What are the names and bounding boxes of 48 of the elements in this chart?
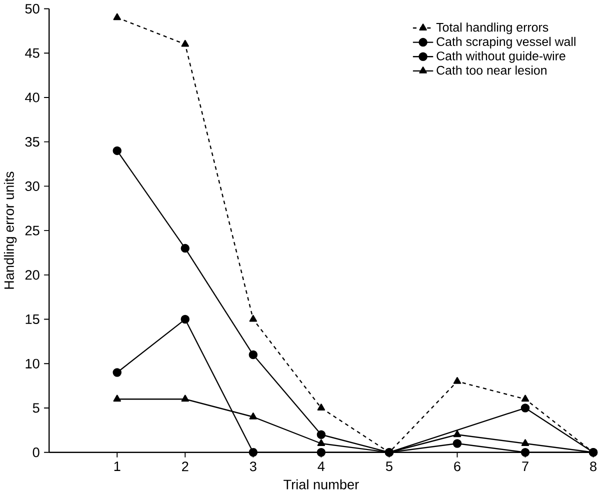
x-tick-label: 8 bbox=[590, 461, 596, 472]
y-tick-label: 15 bbox=[26, 314, 40, 324]
y-axis-title: Handling error units bbox=[4, 172, 17, 289]
point bbox=[181, 394, 190, 402]
x-tick-label: 2 bbox=[182, 461, 188, 471]
y-tick-label: 25 bbox=[25, 226, 40, 236]
point bbox=[113, 13, 122, 20]
point bbox=[317, 403, 326, 410]
legend-label: Cath too near lesion bbox=[436, 65, 546, 75]
y-tick-label: 20 bbox=[25, 270, 40, 280]
point bbox=[113, 394, 122, 402]
y-tick-label: 35 bbox=[25, 136, 40, 147]
point bbox=[521, 394, 530, 402]
point bbox=[248, 448, 258, 457]
point bbox=[453, 430, 462, 437]
point bbox=[180, 244, 190, 253]
legend-label: Total handling errors bbox=[436, 22, 548, 34]
point bbox=[112, 146, 122, 155]
x-tick-label: 3 bbox=[250, 461, 256, 472]
y-tick-label: 0 bbox=[32, 447, 40, 458]
x-tick-label: 6 bbox=[454, 461, 460, 472]
x-tick-label: 4 bbox=[318, 461, 325, 471]
point bbox=[452, 438, 462, 448]
y-tick-label: 50 bbox=[25, 4, 40, 14]
x-tick-label: 5 bbox=[386, 461, 392, 471]
point bbox=[453, 376, 462, 384]
point bbox=[316, 430, 326, 439]
point bbox=[520, 403, 530, 412]
point bbox=[521, 438, 530, 446]
point bbox=[316, 448, 326, 457]
legend-label: Cath scraping vessel wall bbox=[436, 36, 576, 48]
point bbox=[317, 438, 326, 446]
point bbox=[248, 350, 258, 360]
legend-label: Cath without guide-wire bbox=[436, 51, 566, 63]
x-axis-title: Trial number bbox=[284, 479, 359, 490]
y-tick-label: 30 bbox=[25, 181, 40, 191]
x-tick-label: 7 bbox=[522, 461, 528, 471]
point bbox=[249, 412, 258, 420]
point bbox=[112, 368, 122, 377]
point bbox=[180, 314, 190, 324]
y-tick-label: 10 bbox=[26, 358, 40, 368]
point bbox=[520, 448, 530, 457]
point bbox=[181, 40, 190, 47]
y-tick-label: 5 bbox=[32, 403, 40, 413]
x-tick-label: 1 bbox=[114, 461, 120, 471]
point bbox=[249, 314, 258, 322]
y-tick-label: 45 bbox=[25, 48, 40, 58]
y-tick-label: 40 bbox=[25, 92, 40, 102]
